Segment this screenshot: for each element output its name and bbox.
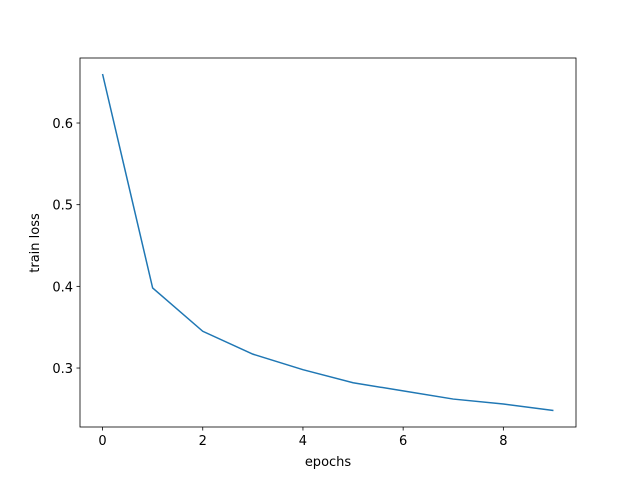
- y-tick-label: 0.4: [52, 280, 73, 295]
- plot-frame: [79, 57, 577, 428]
- x-tick-label: 0: [98, 434, 106, 449]
- y-tick-label: 0.5: [52, 199, 73, 214]
- x-axis-label: epochs: [305, 455, 352, 470]
- y-tick-label: 0.3: [52, 362, 73, 377]
- x-tick-label: 4: [299, 434, 307, 449]
- y-axis-label: train loss: [28, 213, 43, 273]
- x-tick-label: 6: [399, 434, 407, 449]
- y-tick-label: 0.6: [52, 117, 73, 132]
- x-tick-label: 2: [199, 434, 207, 449]
- x-tick-label: 8: [499, 434, 507, 449]
- line: [101, 73, 554, 412]
